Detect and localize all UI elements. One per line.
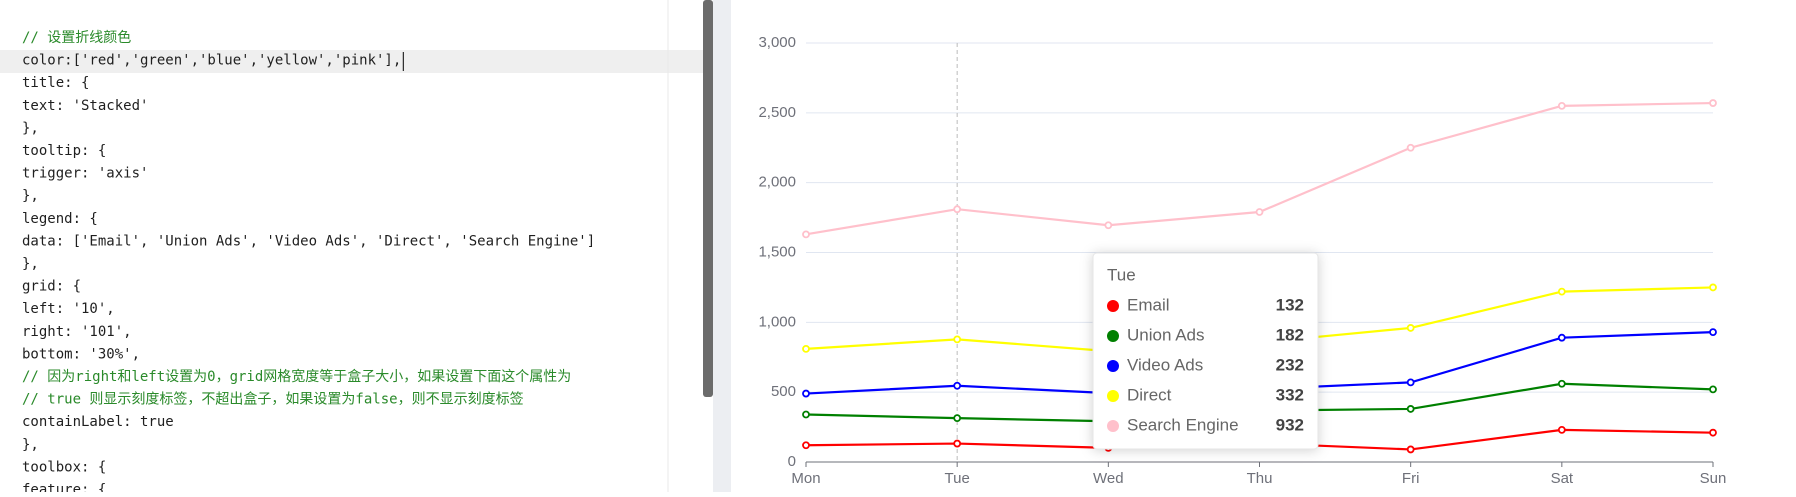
y-tick-label: 1,500 — [758, 243, 796, 260]
code-line: // 因为right和left设置为0，grid网格宽度等于盒子大小，如果设置下… — [22, 368, 571, 385]
tooltip-series-name: Search Engine — [1127, 415, 1239, 434]
data-point[interactable] — [1557, 333, 1566, 342]
tooltip-series-name: Video Ads — [1127, 355, 1203, 374]
tooltip-series-name: Union Ads — [1127, 325, 1205, 344]
current-line-highlight — [0, 50, 703, 73]
y-tick-label: 3,000 — [758, 34, 796, 51]
code-line: color:['red','green','blue','yellow','pi… — [22, 53, 401, 69]
code-line: }, — [22, 256, 39, 272]
x-tick-label: Wed — [1093, 470, 1124, 487]
y-tick-label: 500 — [771, 383, 796, 400]
chart: 0 500 1,000 1,500 2,000 2,500 3,000 Mon Tue Wed Th… — [758, 34, 1726, 487]
code-line: toolbox: { — [22, 459, 106, 475]
code-line: feature: { — [22, 482, 106, 492]
y-tick-label: 0 — [788, 453, 796, 470]
code-line: data: ['Email', 'Union Ads', 'Video Ads'… — [22, 233, 595, 249]
data-point[interactable] — [1557, 287, 1566, 296]
tooltip-box — [1092, 252, 1319, 450]
code-line: bottom: '30%', — [22, 346, 140, 362]
tooltip-marker — [1107, 300, 1119, 312]
data-point[interactable] — [1406, 143, 1415, 152]
data-point[interactable] — [1557, 379, 1566, 388]
data-point[interactable] — [802, 410, 810, 419]
x-tick-label: Sun — [1700, 470, 1727, 487]
code-line: grid: { — [22, 279, 81, 295]
tooltip-series-name: Direct — [1127, 385, 1172, 404]
data-point[interactable] — [953, 439, 962, 448]
code-line: // true 则显示刻度标签，不超出盒子，如果设置为false，则不显示刻度标… — [22, 391, 524, 408]
data-point[interactable] — [802, 344, 810, 353]
y-tick-label: 2,500 — [758, 104, 796, 121]
x-tick-label: Thu — [1247, 470, 1273, 487]
code-line: legend: { — [22, 211, 98, 227]
code-line: tooltip: { — [22, 143, 106, 159]
x-tick-label: Mon — [791, 470, 820, 487]
data-point[interactable] — [1709, 428, 1717, 437]
data-point[interactable] — [1255, 208, 1264, 216]
scrollbar[interactable] — [703, 0, 713, 397]
tooltip-series-name: Email — [1127, 295, 1170, 314]
tooltip-title: Tue — [1107, 265, 1136, 284]
tooltip: Tue Email 132 Union Ads 182 Video Ads 232 Direc… — [1092, 252, 1319, 450]
code-line: left: '10', — [22, 301, 115, 317]
tooltip-marker — [1107, 360, 1119, 372]
data-point[interactable] — [1709, 328, 1717, 337]
code-line: }, — [22, 120, 39, 136]
data-point[interactable] — [1406, 324, 1415, 332]
code-line: // 设置折线颜色 — [22, 29, 131, 46]
tooltip-value: 332 — [1276, 385, 1304, 404]
code-line: containLabel: true — [22, 414, 174, 430]
data-point[interactable] — [1557, 101, 1566, 110]
tooltip-marker — [1107, 420, 1119, 432]
tooltip-value: 182 — [1276, 325, 1304, 344]
data-point[interactable] — [953, 205, 962, 214]
data-point[interactable] — [953, 414, 962, 423]
data-point[interactable] — [802, 389, 810, 398]
data-point[interactable] — [1557, 425, 1566, 434]
code-line: }, — [22, 437, 39, 453]
tooltip-marker — [1107, 390, 1119, 402]
code-line: title: { — [22, 75, 89, 91]
tooltip-marker — [1107, 330, 1119, 342]
data-point[interactable] — [1709, 283, 1717, 292]
data-point[interactable] — [1406, 445, 1415, 454]
code-line: }, — [22, 188, 39, 204]
data-point[interactable] — [802, 441, 810, 450]
splitter[interactable] — [713, 0, 731, 492]
tooltip-value: 932 — [1276, 415, 1304, 434]
data-point[interactable] — [1709, 385, 1717, 394]
code-editor[interactable]: // 设置折线颜色 color:['red','green','blue','ye… — [22, 29, 595, 497]
code-line: right: '101', — [22, 324, 132, 340]
x-tick-label: Sat — [1551, 470, 1574, 487]
code-line: trigger: 'axis' — [22, 166, 148, 182]
data-point[interactable] — [1406, 378, 1415, 387]
y-tick-label: 1,000 — [758, 313, 796, 330]
data-point[interactable] — [1406, 405, 1415, 413]
code-line: text: 'Stacked' — [22, 98, 148, 114]
data-point[interactable] — [1709, 99, 1717, 107]
data-point[interactable] — [953, 381, 962, 390]
data-point[interactable] — [953, 335, 962, 344]
x-tick-label: Tue — [945, 470, 970, 487]
tooltip-value: 232 — [1276, 355, 1304, 374]
data-point[interactable] — [802, 230, 810, 239]
y-tick-label: 2,000 — [758, 174, 796, 191]
data-point[interactable] — [1104, 221, 1113, 230]
tooltip-value: 132 — [1276, 295, 1304, 314]
x-tick-label: Fri — [1402, 470, 1420, 487]
